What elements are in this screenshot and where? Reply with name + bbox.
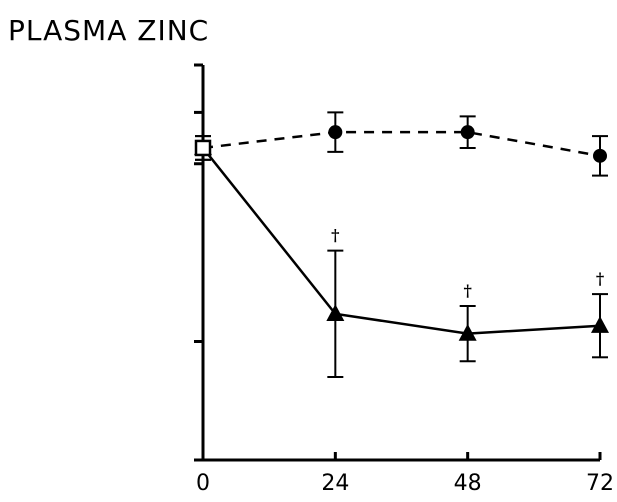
significance-dagger: † (331, 226, 339, 245)
x-tick-label: 72 (586, 471, 614, 496)
series-treated: † † † (194, 135, 609, 379)
significance-dagger: † (596, 269, 604, 288)
series-control (195, 111, 608, 177)
data-point-triangle (591, 316, 609, 333)
x-tick-label: 48 (454, 471, 482, 496)
x-tick-label: 24 (321, 471, 349, 496)
x-tick-label: 0 (196, 471, 210, 496)
data-point-circle (593, 148, 607, 163)
chart-title: PLASMA ZINC (8, 14, 209, 47)
significance-dagger: † (463, 281, 471, 300)
baseline-marker (194, 139, 212, 157)
axes: 0 24 48 72 (194, 63, 614, 496)
data-point-triangle (458, 324, 477, 341)
series-layer: † † † (194, 111, 609, 379)
series-line (202, 147, 601, 335)
data-point-triangle (326, 304, 345, 322)
series-line (202, 130, 601, 158)
data-point-circle (460, 125, 475, 140)
data-point-circle (328, 125, 343, 140)
